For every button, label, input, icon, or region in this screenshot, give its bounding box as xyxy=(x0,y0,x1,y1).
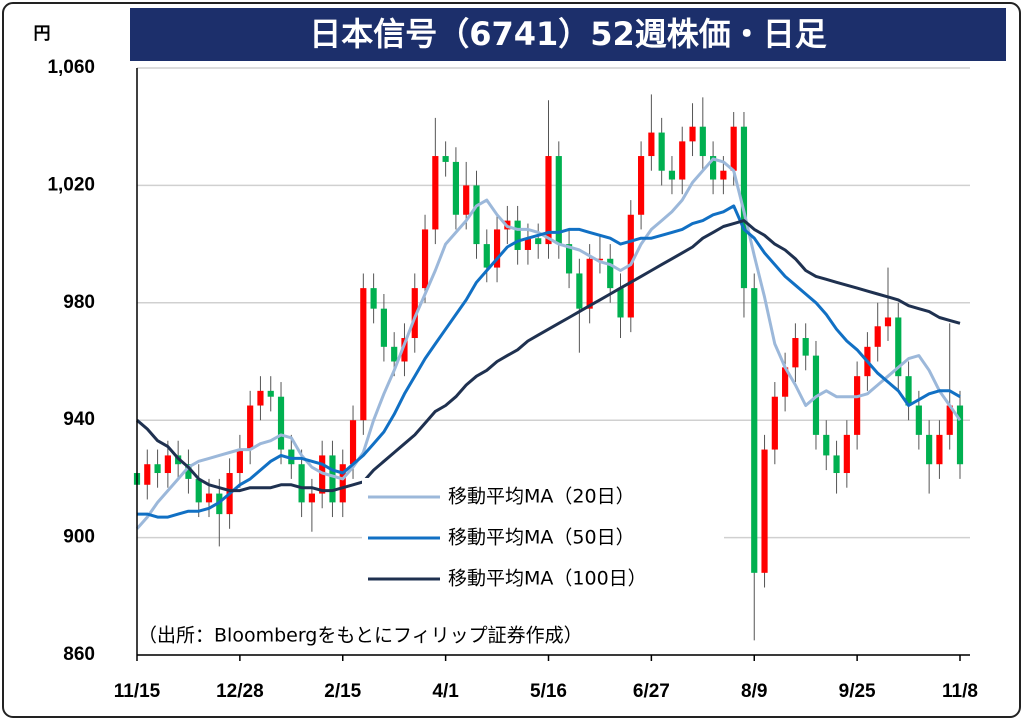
candle-body xyxy=(277,396,285,450)
candle-body xyxy=(771,396,778,450)
candle-body xyxy=(463,185,470,215)
legend-label: 移動平均MA（50日） xyxy=(448,527,635,549)
ma-line xyxy=(136,219,961,493)
y-unit: 円 xyxy=(34,24,51,44)
candle-body xyxy=(349,420,357,465)
candle-body xyxy=(154,464,161,474)
candle-body xyxy=(895,317,902,377)
candle-body xyxy=(514,220,521,250)
x-tick-label: 11/8 xyxy=(942,681,978,702)
candle-body xyxy=(782,367,789,397)
x-tick-label: 4/1 xyxy=(432,681,459,702)
candle-body xyxy=(483,244,490,268)
candle-body xyxy=(751,288,758,573)
candle-body xyxy=(699,126,706,157)
candle-body xyxy=(679,141,686,180)
candle-body xyxy=(236,449,243,474)
candle-body xyxy=(267,390,274,397)
candle-body xyxy=(586,258,593,309)
candle-body xyxy=(915,405,922,435)
candle-body xyxy=(144,464,151,485)
candle-body xyxy=(535,238,542,245)
candle-body xyxy=(524,238,532,250)
candle-body xyxy=(493,229,501,268)
candle-body xyxy=(370,288,377,309)
candle-body xyxy=(205,493,213,503)
x-tick-label: 12/28 xyxy=(216,681,264,702)
y-tick-label: 980 xyxy=(63,292,95,313)
candle-body xyxy=(761,449,768,573)
candle-body xyxy=(668,170,676,180)
candle-body xyxy=(565,244,573,274)
candle-body xyxy=(164,455,171,474)
candle-body xyxy=(905,376,912,406)
candle-body xyxy=(452,161,459,215)
candle-body xyxy=(689,126,696,142)
candle-body xyxy=(247,405,254,450)
candle-body xyxy=(730,126,737,171)
candle-body xyxy=(792,338,799,368)
candle-body xyxy=(339,464,346,503)
ma-line xyxy=(137,204,961,519)
candle-body xyxy=(195,478,202,503)
candle-body xyxy=(884,317,892,327)
candle-body xyxy=(360,288,367,421)
candle-body xyxy=(720,170,727,180)
candle-body xyxy=(308,493,315,503)
candle-body xyxy=(874,326,881,347)
candle-body xyxy=(380,308,387,347)
legend-label: 移動平均MA（20日） xyxy=(448,486,635,508)
candle-body xyxy=(442,156,449,162)
candle-body xyxy=(658,132,665,171)
candle-body xyxy=(823,434,830,456)
y-tick-label: 860 xyxy=(63,644,95,665)
candle-body xyxy=(936,434,943,465)
title-banner xyxy=(130,8,1006,61)
candle-body xyxy=(648,132,655,157)
candle-body xyxy=(710,156,717,180)
y-tick-label: 1,060 xyxy=(47,57,95,78)
candle-body xyxy=(833,455,840,474)
candle-body xyxy=(298,464,305,503)
candle-body xyxy=(854,376,861,435)
y-tick-label: 900 xyxy=(63,527,95,548)
x-tick-label: 2/15 xyxy=(324,681,361,702)
y-tick-label: 940 xyxy=(63,409,95,430)
legend-label: 移動平均MA（100日） xyxy=(448,568,647,590)
x-tick-label: 6/27 xyxy=(633,681,670,702)
candle-body xyxy=(185,464,192,479)
x-tick-label: 9/25 xyxy=(839,681,876,702)
candle-body xyxy=(617,288,624,318)
candle-body xyxy=(545,156,552,245)
candle-body xyxy=(843,434,850,474)
candle-body xyxy=(576,273,583,309)
annotation: （出所：Bloombergをもとにフィリップ証券作成） xyxy=(138,625,583,647)
axes: 860 900 940 980 1,020 1,060 11/15 12/28 2/15 4/1 5… xyxy=(47,57,978,702)
candle-body xyxy=(956,405,964,465)
x-tick-label: 5/16 xyxy=(530,681,567,702)
candle-body xyxy=(596,258,604,261)
candle-body xyxy=(802,338,809,356)
candle-body xyxy=(411,288,418,339)
candle-body xyxy=(401,338,408,362)
candle-body xyxy=(421,229,429,289)
candle-body xyxy=(555,156,562,245)
candle-body xyxy=(926,434,933,465)
candle-body xyxy=(257,390,264,406)
chart-title: 日本信号（6741）52週株価・日足 xyxy=(309,15,827,53)
x-tick-label: 11/15 xyxy=(114,681,161,702)
candle-body xyxy=(473,185,480,245)
ma-line xyxy=(135,157,962,530)
legend: 移動平均MA（20日） 移動平均MA（50日） 移動平均MA（100日） xyxy=(368,486,647,590)
candle-body xyxy=(329,455,336,503)
y-tick-label: 1,020 xyxy=(47,174,95,195)
x-tick-label: 8/9 xyxy=(741,681,767,702)
candle-body xyxy=(607,258,614,289)
candle-body xyxy=(432,156,439,230)
candle-body xyxy=(638,156,645,215)
candle-body xyxy=(391,346,398,362)
candle-body xyxy=(946,405,953,435)
